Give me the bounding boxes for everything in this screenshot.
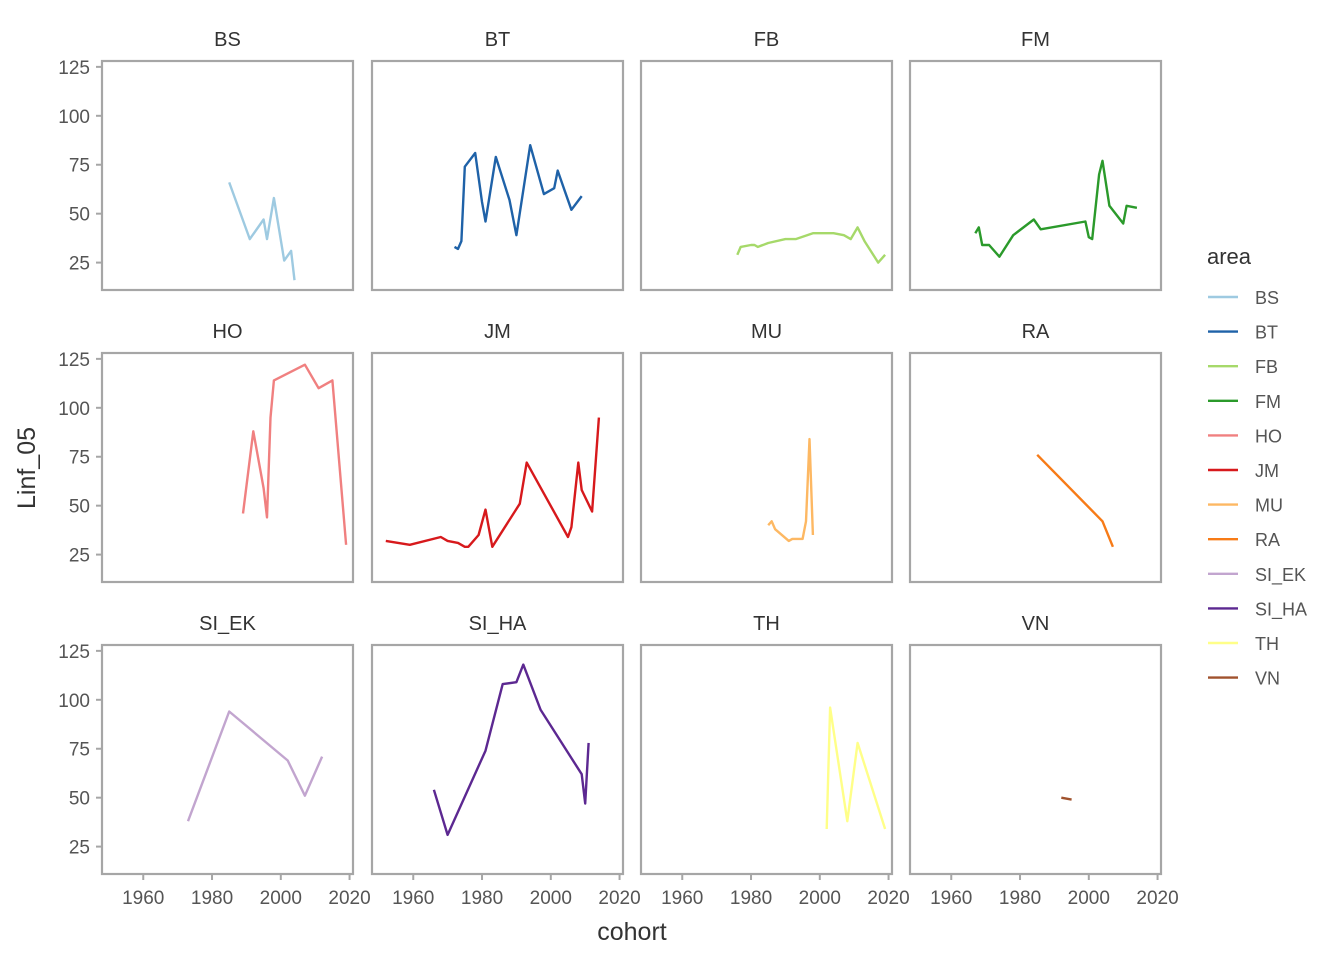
- panel-border-si_ek: [100, 643, 355, 876]
- panel-title-th: TH: [753, 613, 780, 635]
- legend-label-th: TH: [1255, 634, 1279, 654]
- y-tick-label: 125: [58, 58, 90, 79]
- panel-title-fm: FM: [1021, 29, 1050, 51]
- legend-label-si_ha: SI_HA: [1255, 599, 1307, 620]
- panel-title-ra: RA: [1022, 321, 1050, 343]
- series-line-th: [825, 706, 887, 830]
- panel-border-fm: [908, 59, 1163, 292]
- y-tick-label: 75: [69, 448, 90, 469]
- panel-title-vn: VN: [1022, 613, 1050, 635]
- x-axis-title: cohort: [597, 918, 667, 946]
- y-tick-label: 50: [69, 205, 90, 226]
- x-tick-label: 1960: [392, 888, 434, 909]
- x-tick-label: 1960: [122, 888, 164, 909]
- x-tick-label: 2000: [530, 888, 572, 909]
- x-tick-label: 1980: [999, 888, 1041, 909]
- series-line-bs: [228, 181, 296, 281]
- x-tick-label: 2020: [867, 888, 909, 909]
- panel-title-si_ha: SI_HA: [469, 613, 527, 635]
- legend-label-fb: FB: [1255, 357, 1278, 377]
- series-line-si_ha: [432, 663, 590, 837]
- panel-title-jm: JM: [484, 321, 511, 343]
- panel-border-vn: [908, 643, 1163, 876]
- y-tick-label: 100: [58, 399, 90, 420]
- x-tick-label: 2020: [328, 888, 370, 909]
- legend-label-jm: JM: [1255, 461, 1279, 481]
- x-tick-label: 2020: [1136, 888, 1178, 909]
- panel-border-si_ha: [370, 643, 625, 876]
- panel-border-bt: [370, 59, 625, 292]
- x-tick-label: 1980: [730, 888, 772, 909]
- y-tick-label: 100: [58, 691, 90, 712]
- y-tick-label: 25: [69, 546, 90, 567]
- series-line-fm: [974, 159, 1138, 258]
- y-axis-title: Linf_05: [13, 427, 41, 509]
- panel-title-bt: BT: [485, 29, 511, 51]
- y-tick-label: 75: [69, 156, 90, 177]
- series-line-fb: [736, 226, 886, 264]
- panel-border-th: [639, 643, 894, 876]
- x-tick-label: 2020: [598, 888, 640, 909]
- panel-title-fb: FB: [754, 29, 780, 51]
- legend-label-si_ek: SI_EK: [1255, 565, 1306, 586]
- series-line-mu: [767, 437, 815, 543]
- x-tick-label: 1980: [461, 888, 503, 909]
- x-tick-label: 1960: [930, 888, 972, 909]
- x-tick-label: 1980: [191, 888, 233, 909]
- panel-title-ho: HO: [213, 321, 243, 343]
- panel-title-bs: BS: [214, 29, 241, 51]
- panel-border-bs: [100, 59, 355, 292]
- x-tick-label: 1960: [661, 888, 703, 909]
- series-line-si_ek: [186, 710, 324, 822]
- y-tick-label: 125: [58, 350, 90, 371]
- y-tick-label: 25: [69, 838, 90, 859]
- panel-border-mu: [639, 351, 894, 584]
- y-tick-label: 125: [58, 642, 90, 663]
- legend-label-vn: VN: [1255, 669, 1280, 689]
- panel-title-mu: MU: [751, 321, 782, 343]
- series-line-bt: [453, 143, 583, 251]
- y-tick-label: 100: [58, 107, 90, 128]
- legend-label-ra: RA: [1255, 530, 1280, 550]
- panel-title-si_ek: SI_EK: [199, 613, 256, 635]
- x-tick-label: 2000: [260, 888, 302, 909]
- series-line-ho: [241, 363, 348, 545]
- series-line-ra: [1036, 453, 1115, 548]
- y-tick-label: 50: [69, 497, 90, 518]
- legend-label-mu: MU: [1255, 496, 1283, 516]
- y-tick-label: 25: [69, 254, 90, 275]
- panel-border-jm: [370, 351, 625, 584]
- panel-border-ra: [908, 351, 1163, 584]
- series-line-vn: [1061, 796, 1072, 801]
- x-tick-label: 2000: [1068, 888, 1110, 909]
- x-tick-label: 2000: [799, 888, 841, 909]
- legend-label-bt: BT: [1255, 323, 1278, 343]
- legend-label-bs: BS: [1255, 288, 1279, 308]
- y-tick-label: 50: [69, 789, 90, 810]
- legend-title: area: [1207, 244, 1252, 269]
- y-tick-label: 75: [69, 740, 90, 761]
- panel-border-ho: [100, 351, 355, 584]
- legend-label-ho: HO: [1255, 426, 1282, 446]
- legend-label-fm: FM: [1255, 392, 1281, 412]
- panel-border-fb: [639, 59, 894, 292]
- series-line-jm: [385, 417, 601, 548]
